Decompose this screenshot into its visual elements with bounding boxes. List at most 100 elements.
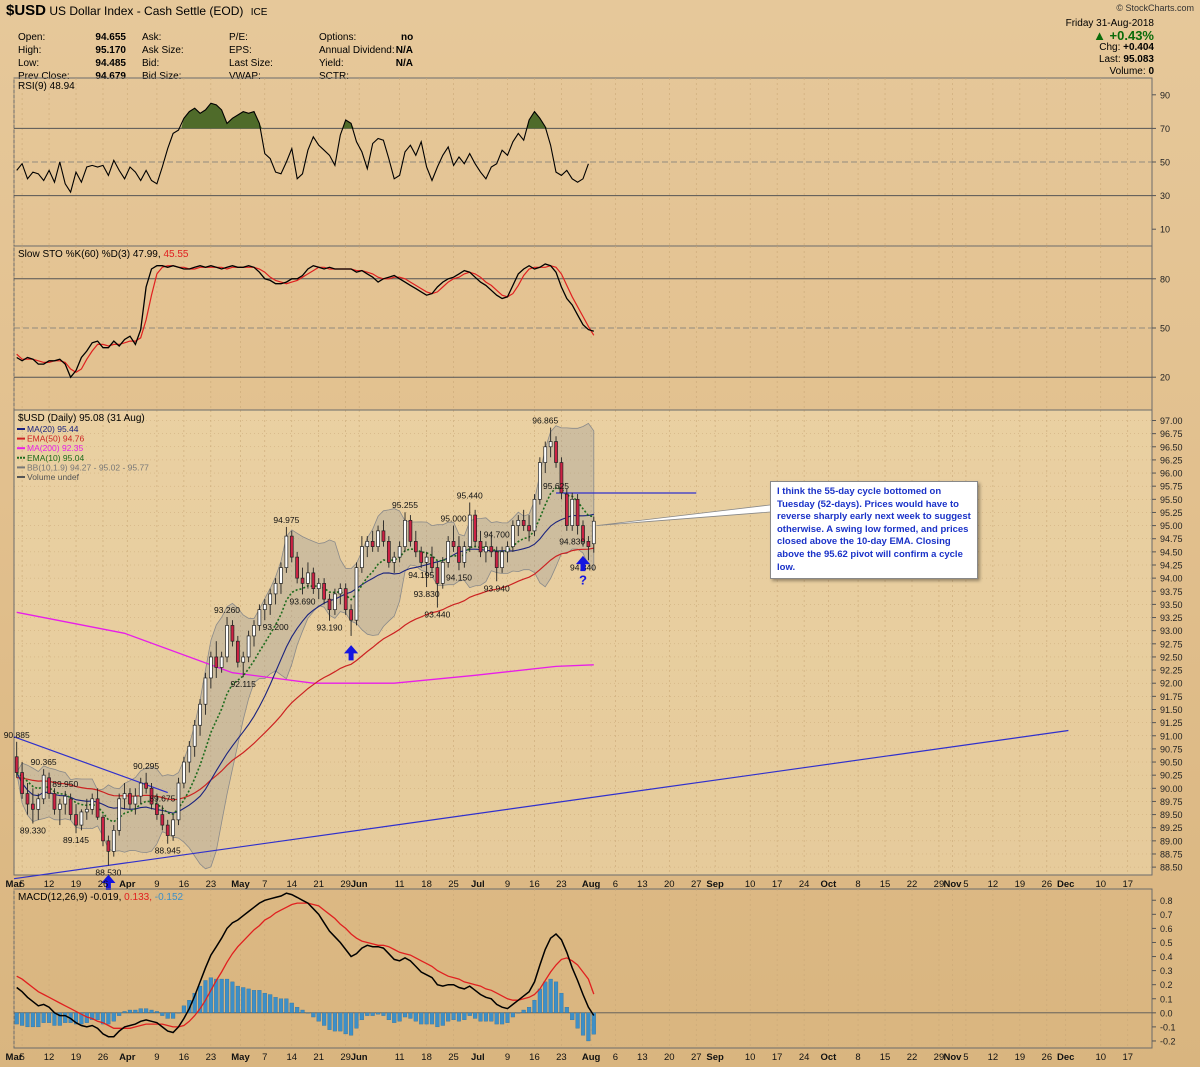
candle-body (543, 446, 548, 463)
macd-title-part: MACD(12,26,9) -0.019, (18, 892, 124, 903)
price-axis-tick-label: 93.25 (1160, 613, 1183, 623)
macd-histogram-bar (268, 994, 273, 1013)
candle-body (225, 625, 229, 658)
candle-body (570, 498, 575, 526)
x-axis-label: 11 (395, 1052, 405, 1063)
macd-histogram-bar (376, 1012, 381, 1015)
x-axis-label: 23 (206, 1052, 217, 1063)
sto-title-k: Slow STO %K(60) %D(3) 47.99, (18, 249, 163, 260)
macd-histogram-bar (165, 1012, 170, 1019)
x-axis-label: 15 (880, 1052, 891, 1063)
candle-body (41, 774, 46, 800)
candle-body (435, 567, 440, 584)
macd-histogram-bar (473, 1012, 478, 1019)
macd-histogram-bar (440, 1012, 445, 1026)
price-summary: Friday 31-Aug-2018 ▲ +0.43% Chg: +0.404 … (1066, 18, 1154, 78)
price-axis-tick-label: 95.25 (1160, 508, 1183, 518)
price-axis-tick-label: 89.50 (1160, 810, 1183, 820)
macd-histogram-bar (564, 1007, 569, 1013)
macd-histogram-bar (235, 985, 240, 1013)
candle-body (214, 656, 219, 668)
rsi-overbought-fill (343, 120, 354, 129)
macd-axis-tick-label: -0.1 (1160, 1022, 1176, 1032)
candle-body (387, 541, 391, 563)
instrument-name: US Dollar Index - Cash Settle (EOD) (49, 4, 244, 18)
macd-histogram-bar (100, 1012, 106, 1025)
macd-histogram-bar (402, 1012, 408, 1018)
candle-body (467, 514, 472, 547)
candle-body (548, 441, 553, 448)
macd-histogram-bar (176, 1012, 181, 1014)
macd-title: MACD(12,26,9) -0.019, 0.133, -0.152 (18, 892, 184, 903)
x-axis-label: 12 (988, 879, 999, 890)
analyst-note: I think the 55-day cycle bottomed on Tue… (770, 481, 978, 580)
quote-label: Yield: (319, 58, 344, 69)
legend-entry: MA(200) 92.35 (27, 443, 83, 453)
macd-histogram-bar (424, 1012, 429, 1025)
macd-axis-tick-label: 0.3 (1160, 966, 1173, 976)
x-axis-label: 5 (19, 1052, 24, 1063)
price-label: 95.440 (457, 490, 483, 500)
price-axis-tick-label: 94.50 (1160, 547, 1183, 557)
candle-body (554, 441, 558, 463)
candle-body (101, 816, 105, 842)
macd-histogram-bar (311, 1012, 316, 1018)
macd-histogram-bar (392, 1012, 397, 1023)
candle-body (252, 625, 256, 637)
candle-body (575, 498, 580, 526)
macd-histogram-bar (537, 988, 542, 1013)
price-label: 92.115 (231, 679, 257, 689)
x-axis-label: Jun (351, 1052, 368, 1063)
x-axis-label: 5 (963, 879, 968, 890)
quote-label: P/E: (229, 32, 248, 43)
x-axis-label: 26 (1042, 879, 1053, 890)
macd-axis-tick-label: -0.2 (1160, 1036, 1176, 1046)
exchange: ICE (250, 7, 268, 18)
macd-histogram-bar (322, 1012, 327, 1026)
quote-label: Annual Dividend: (319, 45, 395, 56)
candle-body (235, 640, 240, 663)
macd-histogram-bar (251, 990, 257, 1013)
candle-body (262, 604, 267, 611)
legend-entry: BB(10,1.9) 94.27 - 95.02 - 95.77 (27, 462, 149, 472)
candle-body (176, 782, 181, 821)
macd-histogram-bar (580, 1012, 586, 1036)
rsi-axis-tick-label: 70 (1160, 124, 1170, 134)
price-axis-tick-label: 95.75 (1160, 482, 1183, 492)
x-axis-label: 18 (421, 879, 432, 890)
macd-histogram-bar (586, 1012, 591, 1042)
x-axis-label: 23 (206, 879, 217, 890)
macd-histogram-bar (505, 1012, 510, 1023)
macd-axis-tick-label: 0.1 (1160, 994, 1173, 1004)
x-axis-label: 15 (880, 879, 891, 890)
macd-histogram-bar (284, 998, 289, 1013)
quote-col-2: Ask: Ask Size: Bid: Bid Size: (142, 31, 184, 83)
macd-histogram-bar (187, 1000, 192, 1013)
macd-panel (13, 888, 1153, 1049)
macd-histogram-bar (408, 1012, 413, 1019)
price-axis-tick-label: 93.50 (1160, 600, 1183, 610)
x-axis-label: 12 (44, 879, 55, 890)
macd-histogram-bar (154, 1011, 159, 1013)
macd-histogram-bar (553, 981, 559, 1013)
volume-label: Volume: (1109, 66, 1146, 77)
candle-body (52, 793, 57, 810)
macd-histogram-bar (219, 978, 224, 1013)
price-label: 93.690 (290, 596, 316, 606)
symbol: $USD (6, 2, 47, 19)
macd-histogram-bar (198, 985, 203, 1013)
quote-value: no (401, 32, 414, 43)
candle-body (273, 583, 278, 595)
x-axis-label: 27 (691, 1052, 702, 1063)
x-axis-label: 6 (613, 879, 618, 890)
candle-body (397, 546, 402, 558)
x-axis-label: 13 (637, 1052, 648, 1063)
price-axis-tick-label: 91.00 (1160, 731, 1183, 741)
x-axis-label: 19 (71, 1052, 82, 1063)
macd-axis-tick-label: 0.0 (1160, 1008, 1173, 1018)
x-axis-label: 27 (691, 879, 702, 890)
x-axis-label: 16 (529, 1052, 540, 1063)
candle-body (90, 798, 95, 810)
macd-histogram-bar (171, 1012, 176, 1019)
x-axis-label: 25 (448, 879, 459, 890)
